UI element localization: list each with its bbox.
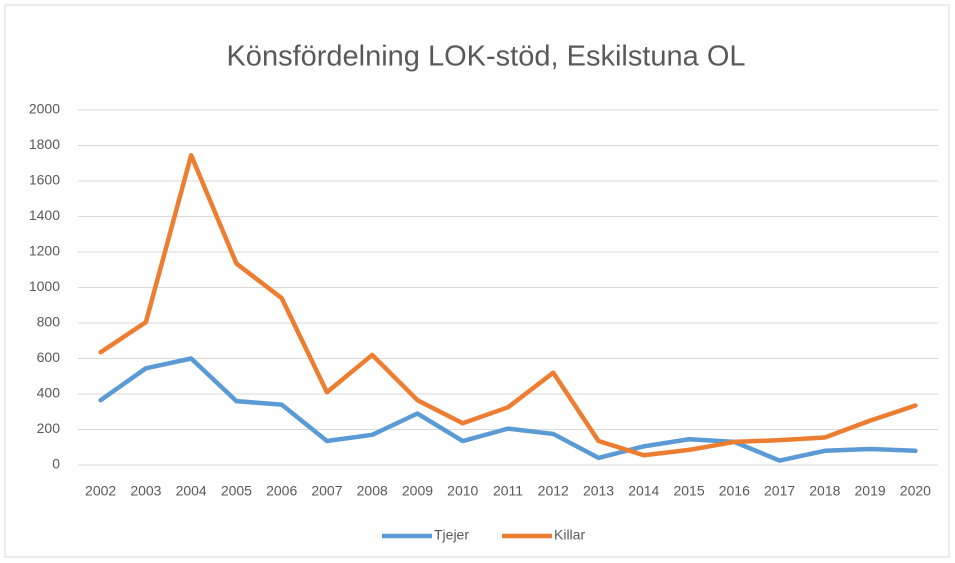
x-tick-label: 2020	[900, 483, 931, 499]
x-tick-label: 2018	[809, 483, 840, 499]
x-tick-label: 2015	[673, 483, 704, 499]
x-tick-label: 2019	[855, 483, 886, 499]
line-series	[98, 153, 918, 458]
x-tick-label: 2012	[538, 483, 569, 499]
x-tick-label: 2010	[447, 483, 478, 499]
x-tick-label: 2005	[221, 483, 252, 499]
x-tick-label: 2011	[493, 483, 523, 499]
y-tick-label: 1400	[29, 207, 60, 223]
y-tick-label: 200	[37, 420, 61, 436]
y-tick-label: 2000	[29, 101, 60, 117]
x-tick-label: 2013	[583, 483, 614, 499]
x-tick-label: 2003	[130, 483, 161, 499]
legend-label: Killar	[554, 527, 585, 543]
y-tick-label: 400	[37, 385, 61, 401]
x-tick-label: 2016	[719, 483, 750, 499]
y-tick-label: 1200	[29, 243, 60, 259]
y-tick-label: 1600	[29, 172, 60, 188]
line-series	[98, 356, 918, 463]
x-tick-label: 2004	[176, 483, 207, 499]
y-tick-label: 600	[37, 349, 61, 365]
x-tick-label: 2009	[402, 483, 433, 499]
y-tick-label: 1800	[29, 136, 60, 152]
legend-label: Tjejer	[434, 527, 469, 543]
y-tick-label: 1000	[29, 278, 60, 294]
x-tick-label: 2017	[764, 483, 795, 499]
x-tick-label: 2014	[628, 483, 659, 499]
y-tick-label: 800	[37, 314, 61, 330]
x-tick-label: 2008	[357, 483, 388, 499]
y-tick-label: 0	[52, 456, 60, 472]
x-tick-label: 2002	[85, 483, 116, 499]
x-tick-label: 2007	[311, 483, 342, 499]
x-tick-label: 2006	[266, 483, 297, 499]
chart-title: Könsfördelning LOK-stöd, Eskilstuna OL	[226, 41, 745, 73]
chart-border	[4, 4, 950, 558]
